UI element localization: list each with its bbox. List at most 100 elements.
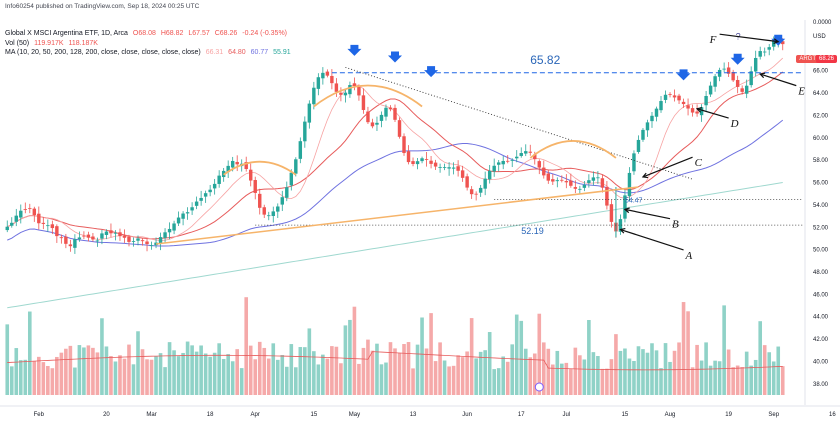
volume-bar bbox=[312, 351, 316, 395]
candle-body bbox=[713, 76, 717, 87]
candle-body bbox=[686, 105, 690, 109]
candle-body bbox=[627, 172, 632, 197]
candle-body bbox=[55, 226, 59, 237]
volume-bar bbox=[384, 362, 388, 395]
publisher-line: Info60254 published on TradingView.com, … bbox=[5, 3, 202, 10]
annotation-letter: A bbox=[685, 250, 693, 262]
volume-bar bbox=[127, 344, 131, 395]
candle-body bbox=[663, 94, 668, 100]
candle-body bbox=[5, 226, 9, 231]
candle-body bbox=[451, 167, 456, 169]
volume-bar bbox=[749, 365, 753, 395]
volume-bar bbox=[230, 361, 235, 395]
volume-bar bbox=[294, 367, 298, 395]
vol-label[interactable]: Vol (50) bbox=[5, 40, 30, 47]
candle-body bbox=[113, 232, 118, 234]
volume-bar bbox=[32, 360, 37, 395]
x-tick-label: 15 bbox=[622, 412, 629, 418]
volume-bar bbox=[560, 363, 564, 395]
candle-body bbox=[429, 160, 433, 164]
volume-bar bbox=[564, 362, 569, 395]
candle-body bbox=[641, 129, 645, 140]
volume-bar bbox=[303, 347, 307, 395]
volume-bar bbox=[514, 314, 519, 395]
candle-body bbox=[406, 151, 411, 163]
volume-bar bbox=[424, 348, 429, 395]
candle-body bbox=[645, 122, 650, 131]
orange-arc-2 bbox=[313, 84, 423, 108]
candle-body bbox=[731, 71, 735, 81]
candle-body bbox=[59, 237, 64, 239]
candle-body bbox=[487, 170, 492, 180]
volume-bar bbox=[14, 348, 19, 395]
candle-body bbox=[781, 41, 785, 45]
down-arrow-icon bbox=[424, 66, 439, 78]
volume-bar bbox=[641, 349, 645, 395]
volume-bar bbox=[172, 350, 176, 395]
symbol-title[interactable]: Global X MSCI Argentina ETF, 1D, Arca bbox=[5, 30, 128, 37]
x-tick-label: Mar bbox=[146, 412, 156, 418]
volume-bar bbox=[248, 345, 253, 395]
candle-body bbox=[740, 88, 744, 92]
dotted-trendline bbox=[345, 66, 693, 180]
ticker-badge: ARGT bbox=[796, 55, 819, 63]
annotation-arrowhead bbox=[759, 72, 766, 79]
down-arrow-icon bbox=[771, 34, 786, 46]
volume-bar bbox=[113, 361, 118, 395]
volume-bar bbox=[298, 347, 303, 395]
candle-body bbox=[397, 120, 402, 137]
candle-body bbox=[506, 160, 510, 162]
candle-body bbox=[208, 189, 212, 193]
volume-bar bbox=[86, 345, 91, 395]
volume-bar bbox=[208, 356, 212, 395]
candle-body bbox=[217, 175, 221, 184]
candle-body bbox=[533, 154, 537, 160]
volume-bar bbox=[460, 357, 465, 395]
y-tick-label: 54.00 bbox=[813, 203, 829, 209]
volume-bar bbox=[505, 361, 510, 395]
volume-bar bbox=[776, 346, 781, 395]
volume-bar bbox=[50, 368, 55, 395]
candle-body bbox=[717, 69, 722, 77]
ma-label[interactable]: MA (10, 20, 50, 200, 128, 200, close, cl… bbox=[5, 49, 201, 56]
candle-body bbox=[294, 159, 298, 174]
volume-bar bbox=[780, 366, 785, 395]
candle-body bbox=[474, 193, 478, 195]
volume-bar bbox=[68, 345, 73, 395]
candle-body bbox=[352, 83, 357, 87]
volume-bar bbox=[357, 363, 361, 395]
volume-bar bbox=[95, 352, 100, 395]
candle-body bbox=[190, 207, 194, 211]
volume-bar bbox=[465, 351, 469, 395]
volume-bar bbox=[262, 347, 267, 395]
candle-body bbox=[366, 111, 370, 123]
volume-bar bbox=[731, 367, 735, 395]
candle-body bbox=[695, 111, 699, 114]
annotation-arrowhead bbox=[695, 107, 703, 113]
annotation-arrow-line bbox=[760, 73, 797, 87]
candle-body bbox=[690, 108, 695, 113]
candle-body bbox=[501, 160, 505, 165]
volume-bar bbox=[442, 360, 447, 395]
candle-body bbox=[519, 153, 523, 156]
y-tick-label: 42.00 bbox=[813, 337, 829, 343]
candle-body bbox=[510, 160, 514, 161]
volume-bar bbox=[339, 363, 343, 395]
candle-body bbox=[357, 86, 361, 96]
volume-bar bbox=[573, 347, 578, 395]
volume-bar bbox=[244, 297, 249, 395]
candle-body bbox=[73, 239, 77, 248]
volume-bar bbox=[343, 325, 348, 395]
volume-bar bbox=[677, 342, 681, 395]
candle-body bbox=[618, 219, 623, 232]
volume-bar bbox=[9, 366, 14, 395]
candle-body bbox=[28, 208, 32, 209]
candle-body bbox=[609, 204, 614, 222]
annotation-arrowhead bbox=[773, 38, 780, 45]
candle-body bbox=[104, 231, 109, 235]
candle-body bbox=[483, 178, 487, 189]
volume-bar bbox=[605, 368, 609, 395]
volume-bar bbox=[474, 358, 478, 395]
volume-bar bbox=[569, 369, 573, 395]
